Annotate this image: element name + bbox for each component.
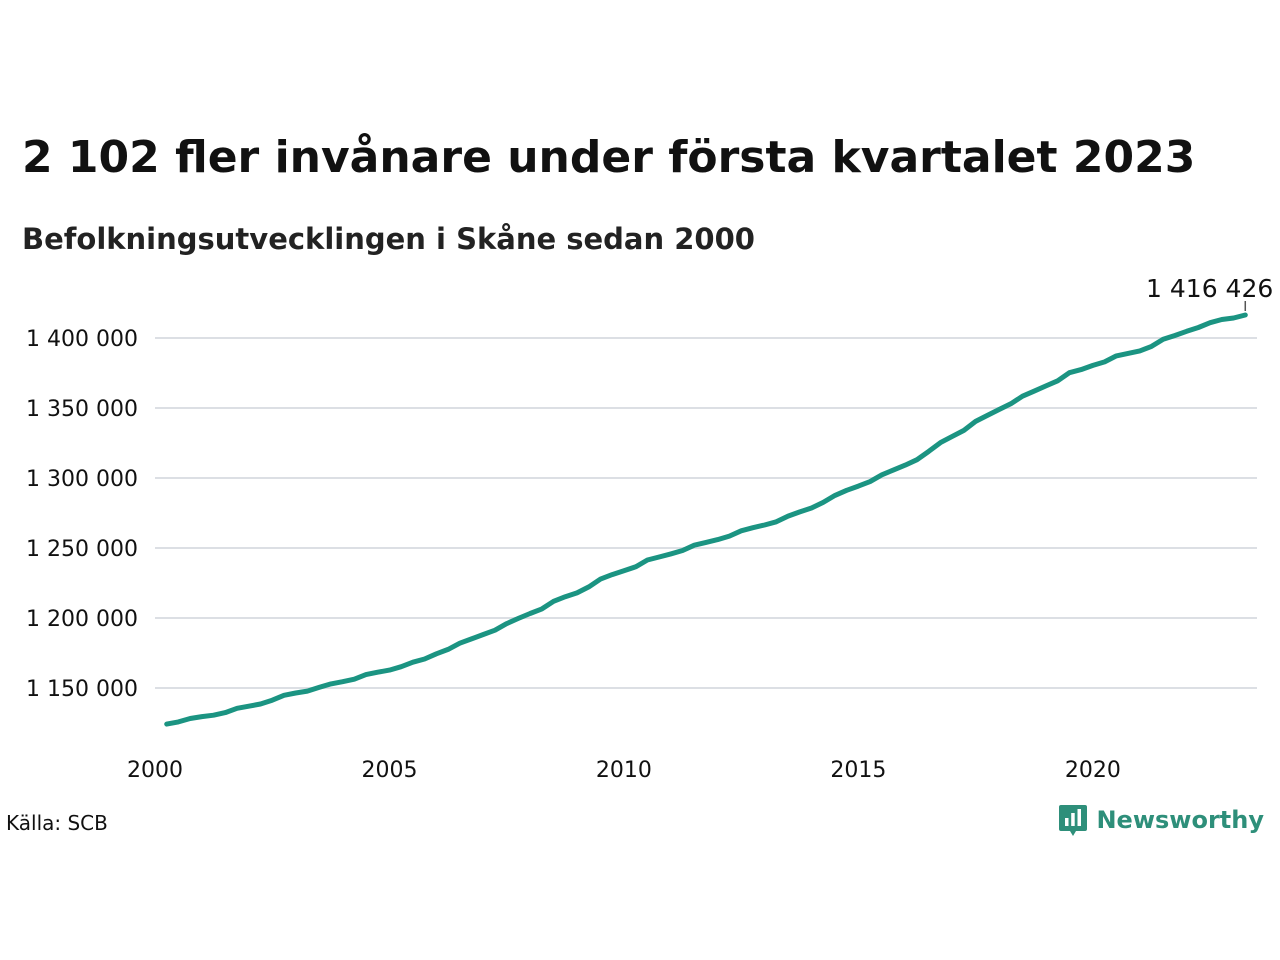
chart-subtitle: Befolkningsutvecklingen i Skåne sedan 20… [22,222,755,256]
x-tick-label: 2015 [830,758,886,783]
y-tick-label: 1 200 000 [26,607,138,632]
y-tick-label: 1 400 000 [26,327,138,352]
brand-name: Newsworthy [1096,806,1264,834]
brand-logo: Newsworthy [1058,803,1264,837]
x-tick-label: 2010 [596,758,652,783]
end-value-label: 1 416 426 [1146,274,1273,303]
y-axis-tick-labels: 1 150 000 1 200 000 1 250 000 1 300 000 1 35… [26,327,138,702]
y-tick-label: 1 350 000 [26,397,138,422]
gridlines [155,337,1257,689]
source-note: Källa: SCB [6,811,108,835]
newsworthy-logo-icon [1059,805,1088,836]
chart-title: 2 102 fler invånare under första kvartal… [22,132,1196,183]
x-axis-tick-labels: 2000 2005 2010 2015 2020 [127,758,1121,783]
x-tick-label: 2020 [1065,758,1121,783]
series-line [164,312,1248,727]
annotation-layer: 1 416 426 [1146,274,1273,312]
series-layer [164,312,1248,727]
y-tick-label: 1 250 000 [26,537,138,562]
y-tick-label: 1 150 000 [26,677,138,702]
y-tick-label: 1 300 000 [26,467,138,492]
x-tick-label: 2005 [361,758,417,783]
x-tick-label: 2000 [127,758,183,783]
